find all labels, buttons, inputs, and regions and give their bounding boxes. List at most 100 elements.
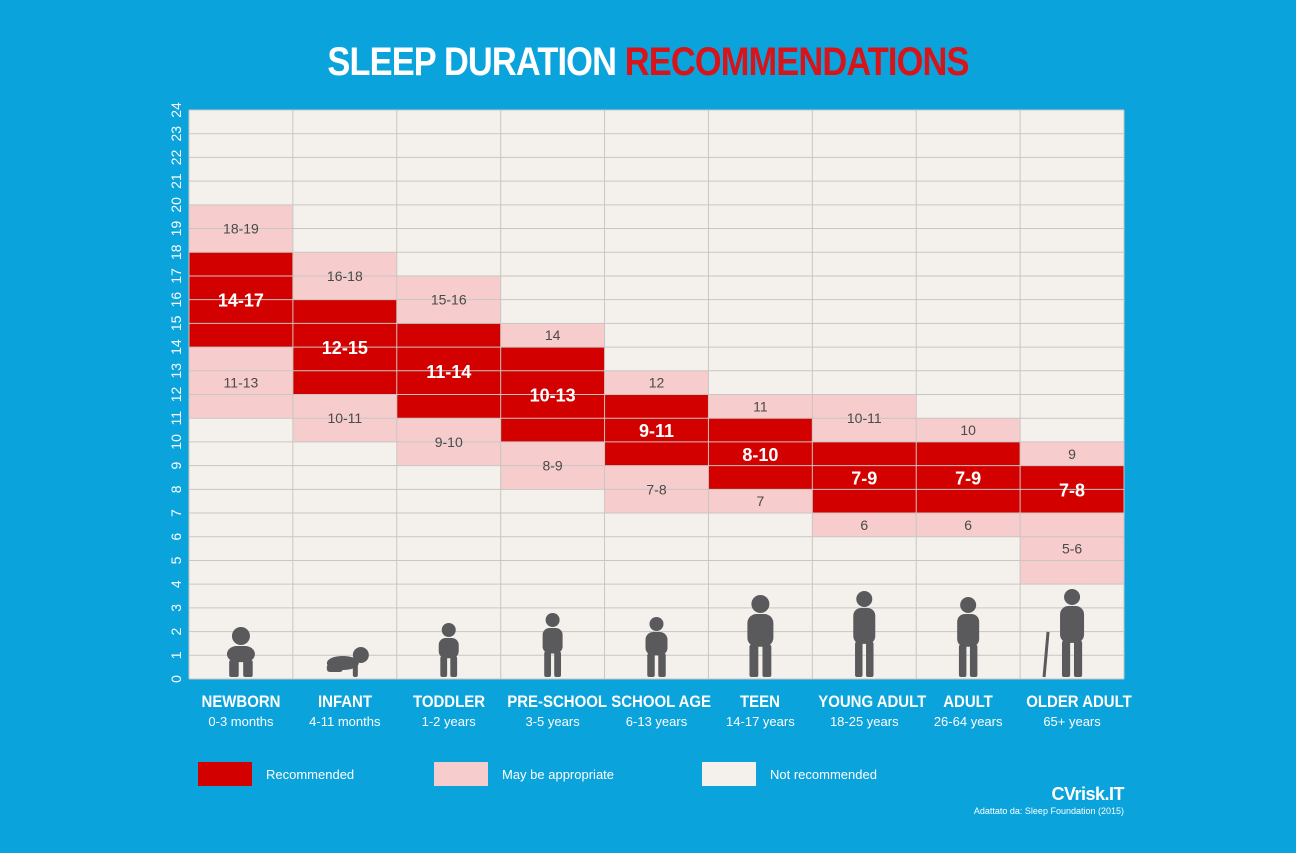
y-tick-label: 12 <box>168 387 184 403</box>
band-label: 12 <box>649 375 665 391</box>
legend-swatch-recommended <box>198 762 252 786</box>
figure-head <box>1064 589 1081 605</box>
band-label: 11-14 <box>426 362 471 382</box>
y-tick-label: 6 <box>168 533 184 541</box>
legend-label-recommended: Recommended <box>266 766 355 782</box>
figure-torso <box>853 608 876 644</box>
category-label-8: OLDER ADULT 65+ years <box>1020 692 1132 729</box>
appropriate-band-lower-6 <box>812 513 917 537</box>
appropriate-band-upper-7 <box>916 418 1021 442</box>
legend-swatch-may-be-appropriate <box>434 762 488 786</box>
figure-leg-left <box>1061 640 1071 677</box>
category-label-7: ADULT 26-64 years <box>916 692 1020 729</box>
category-label-5: TEEN 14-17 years <box>708 692 812 729</box>
category-age-range: 1-2 years <box>421 714 476 729</box>
preschooler-icon <box>542 613 563 677</box>
y-tick-label: 20 <box>168 197 184 213</box>
toddler-icon <box>438 623 459 677</box>
figure-torso <box>1060 606 1085 643</box>
teen-icon <box>747 595 774 677</box>
figure-head <box>231 627 250 645</box>
young-adult-icon <box>853 591 876 677</box>
y-tick-label: 16 <box>168 292 184 308</box>
recommended-band-5 <box>708 418 813 490</box>
y-tick-label: 21 <box>168 173 184 189</box>
legend-label-may-be-appropriate: May be appropriate <box>502 766 615 782</box>
category-label-4: SCHOOL AGE 6-13 years <box>605 692 711 729</box>
title-part-2: RECOMMENDATIONS <box>624 40 970 84</box>
figure-leg-left <box>647 653 655 677</box>
band-label: 7-8 <box>646 481 666 497</box>
figure-leg-right <box>658 653 666 677</box>
figure-head <box>545 613 560 627</box>
band-label: 11-13 <box>224 375 259 391</box>
figure-leg-right <box>969 644 978 677</box>
figure-head <box>751 595 770 613</box>
band-label: 9-11 <box>639 421 674 441</box>
legend-swatch-not-recommended <box>702 762 756 786</box>
y-tick-label: 9 <box>168 462 184 470</box>
band-label: 5-6 <box>1062 541 1082 557</box>
category-name: YOUNG ADULT <box>818 692 927 711</box>
figure-head <box>856 591 873 607</box>
band-label: 10-11 <box>327 410 362 426</box>
figure-leg-left <box>749 644 759 677</box>
figure-leg-left <box>229 660 239 677</box>
appropriate-band-upper-4 <box>604 370 709 395</box>
figure-leg-left <box>440 656 448 677</box>
category-age-range: 3-5 years <box>525 714 580 729</box>
y-tick-label: 11 <box>168 411 184 426</box>
category-age-range: 6-13 years <box>625 714 688 729</box>
legend-item-recommended: Recommended <box>198 762 354 786</box>
band-label: 11 <box>753 398 768 414</box>
category-name: ADULT <box>943 692 993 711</box>
band-label: 8-10 <box>742 445 778 465</box>
category-label-3: PRE-SCHOOL 3-5 years <box>501 692 607 729</box>
y-tick-label: 17 <box>168 268 184 284</box>
band-label: 14 <box>545 327 561 343</box>
y-tick-label: 23 <box>168 126 184 142</box>
category-label-1: INFANT 4-11 months <box>293 692 397 729</box>
category-age-range: 26-64 years <box>933 714 1003 729</box>
figure-torso <box>957 614 980 647</box>
recommended-band-4 <box>604 394 709 466</box>
figure-leg-right <box>762 644 772 677</box>
figure-leg <box>326 664 343 672</box>
band-label: 7-9 <box>851 468 877 488</box>
category-label-0: NEWBORN 0-3 months <box>189 692 293 729</box>
figure-leg-left <box>855 641 863 677</box>
school-child-icon <box>645 617 668 677</box>
appropriate-band-lower-8 <box>1020 513 1124 585</box>
appropriate-band-lower-7 <box>916 513 1021 537</box>
band-label: 7-9 <box>955 468 981 488</box>
y-tick-label: 2 <box>168 627 184 635</box>
brand-logo: CVrisk.IT <box>1051 784 1124 804</box>
category-age-range: 4-11 months <box>309 714 381 729</box>
figure-cane <box>1042 631 1050 678</box>
appropriate-band-upper-5 <box>708 394 813 419</box>
figure-head <box>441 623 456 637</box>
older-adult-icon <box>1042 589 1085 678</box>
figure-torso <box>438 638 459 659</box>
y-tick-label: 1 <box>168 651 184 659</box>
category-name: PRE-SCHOOL <box>506 692 607 711</box>
category-label-6: YOUNG ADULT 18-25 years <box>812 692 927 729</box>
category-name: SCHOOL AGE <box>610 692 711 711</box>
crawling-infant-icon <box>326 647 369 677</box>
y-tick-label: 14 <box>168 339 184 355</box>
chart-title: SLEEP DURATION RECOMMENDATIONS <box>91 40 1206 85</box>
category-age-range: 14-17 years <box>726 714 795 729</box>
category-name: INFANT <box>317 692 372 711</box>
band-label: 14-17 <box>218 291 264 311</box>
recommended-band-6 <box>812 441 917 514</box>
y-tick-label: 22 <box>168 149 184 165</box>
legend-item-not-recommended: Not recommended <box>702 762 877 786</box>
band-label: 10 <box>960 422 976 438</box>
y-tick-label: 7 <box>168 509 184 517</box>
figure-head <box>352 647 369 663</box>
figure-torso <box>747 614 774 647</box>
figure-arm <box>352 662 358 677</box>
appropriate-band-upper-8 <box>1020 441 1124 466</box>
category-age-range: 0-3 months <box>208 714 274 729</box>
band-label: 6 <box>860 517 868 533</box>
